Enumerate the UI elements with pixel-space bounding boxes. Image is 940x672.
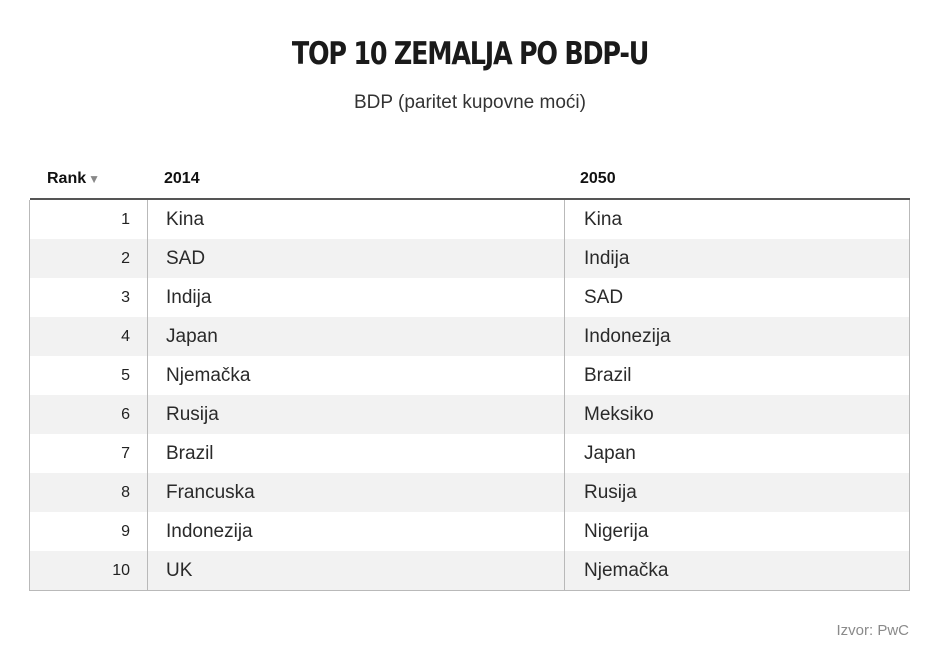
rank-cell: 10 <box>112 562 130 579</box>
country-2014-cell: Japan <box>147 317 563 356</box>
table-row: 2 SAD Indija <box>30 239 909 278</box>
rank-cell: 3 <box>121 289 130 306</box>
rank-cell: 2 <box>121 250 130 267</box>
table-row: 1 Kina Kina <box>30 200 909 239</box>
chart-subtitle: BDP (paritet kupovne moći) <box>354 92 586 113</box>
column-header-2050[interactable]: 2050 <box>580 170 616 187</box>
country-2014-cell: SAD <box>147 239 563 278</box>
country-2050-cell: Rusija <box>564 473 909 512</box>
rank-cell: 6 <box>121 406 130 423</box>
country-2050-cell: Meksiko <box>564 395 909 434</box>
table-row: 9 Indonezija Nigerija <box>30 512 909 551</box>
rank-cell: 4 <box>121 328 130 345</box>
rank-cell: 9 <box>121 523 130 540</box>
rank-cell: 1 <box>121 211 130 228</box>
country-2050-cell: SAD <box>564 278 909 317</box>
source-note: Izvor: PwC <box>836 622 909 639</box>
table-row: 4 Japan Indonezija <box>30 317 909 356</box>
country-2050-cell: Njemačka <box>564 551 909 590</box>
country-2050-cell: Indija <box>564 239 909 278</box>
country-2050-cell: Brazil <box>564 356 909 395</box>
table-row: 7 Brazil Japan <box>30 434 909 473</box>
triangle-down-icon[interactable]: ▼ <box>88 172 101 186</box>
column-header-rank-label: Rank <box>47 170 87 187</box>
country-2014-cell: Brazil <box>147 434 563 473</box>
table-row: 5 Njemačka Brazil <box>30 356 909 395</box>
country-2050-cell: Indonezija <box>564 317 909 356</box>
table-row: 10 UK Njemačka <box>30 551 909 590</box>
country-2050-cell: Nigerija <box>564 512 909 551</box>
country-2014-cell: Indija <box>147 278 563 317</box>
column-header-2014[interactable]: 2014 <box>164 170 200 187</box>
country-2050-cell: Japan <box>564 434 909 473</box>
country-2014-cell: Kina <box>147 200 563 239</box>
table-row: 8 Francuska Rusija <box>30 473 909 512</box>
chart-title: TOP 10 ZEMALJA PO BDP-U <box>291 36 649 72</box>
table-row: 3 Indija SAD <box>30 278 909 317</box>
table-row: 6 Rusija Meksiko <box>30 395 909 434</box>
rank-cell: 7 <box>121 445 130 462</box>
rank-cell: 5 <box>121 367 130 384</box>
country-2014-cell: UK <box>147 551 563 590</box>
country-2014-cell: Indonezija <box>147 512 563 551</box>
country-2014-cell: Rusija <box>147 395 563 434</box>
column-header-rank[interactable]: Rank ▼ <box>47 170 100 188</box>
country-2014-cell: Francuska <box>147 473 563 512</box>
country-2050-cell: Kina <box>564 200 909 239</box>
table-header: Rank ▼ 2014 2050 <box>30 166 910 200</box>
country-2014-cell: Njemačka <box>147 356 563 395</box>
rank-cell: 8 <box>121 484 130 501</box>
table-body: 1 Kina Kina 2 SAD Indija 3 Indija SAD 4 Japan Indon… <box>29 200 910 591</box>
